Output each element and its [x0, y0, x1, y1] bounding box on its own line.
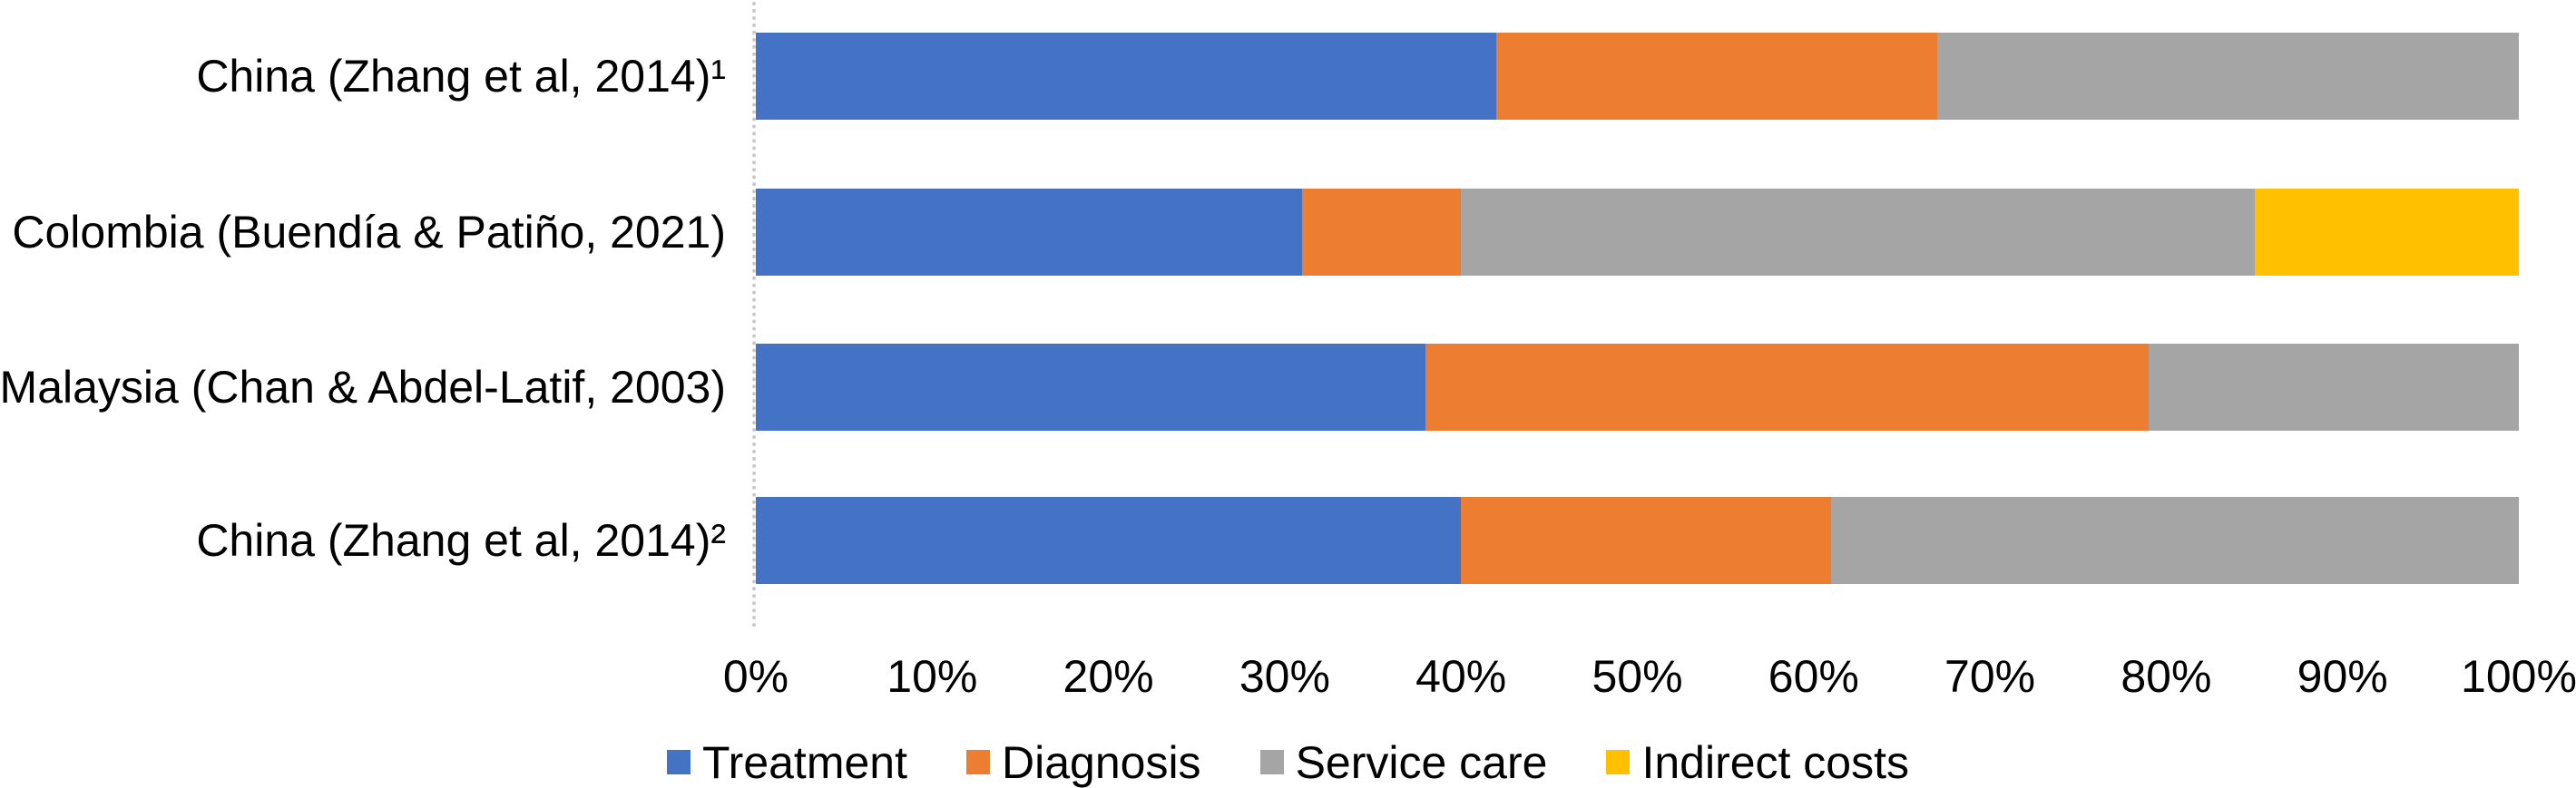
legend-item-diagnosis: Diagnosis [966, 740, 1201, 785]
legend-label-indirect-costs: Indirect costs [1641, 736, 1910, 788]
legend-label-service-care: Service care [1295, 736, 1548, 788]
x-tick-label-70pct: 70% [1944, 651, 2036, 702]
x-tick-label-10pct: 10% [886, 651, 978, 702]
diagnosis-swatch-icon [966, 750, 990, 774]
treatment-swatch-icon [666, 750, 691, 774]
service-care-swatch-icon [1259, 750, 1284, 774]
bar-segment-treatment-row3 [756, 344, 1426, 431]
x-tick-label-80pct: 80% [2121, 651, 2212, 702]
bar-segment-diagnosis-row4 [1461, 497, 1832, 584]
x-tick-label-90pct: 90% [2297, 651, 2388, 702]
category-label-1: China (Zhang et al, 2014)¹ [196, 51, 726, 102]
legend-item-indirect-costs: Indirect costs [1606, 740, 1909, 785]
category-label-4: China (Zhang et al, 2014)² [196, 515, 726, 566]
category-label-2: Colombia (Buendía & Patiño, 2021) [12, 207, 726, 258]
x-tick-label-60pct: 60% [1768, 651, 1859, 702]
bar-segment-indirect-costs-row2 [2254, 189, 2519, 276]
legend-label-diagnosis: Diagnosis [1002, 736, 1201, 788]
bar-segment-diagnosis-row3 [1425, 344, 2149, 431]
legend-item-treatment: Treatment [666, 736, 907, 788]
bar-segment-service-care-row1 [1936, 33, 2519, 120]
legend: Treatment Diagnosis Service care Indirect c… [0, 736, 2576, 788]
indirect-costs-swatch-icon [1606, 750, 1631, 774]
x-tick-label-0pct: 0% [722, 651, 789, 702]
bar-segment-treatment-row4 [756, 497, 1462, 584]
bar-segment-treatment-row2 [756, 189, 1303, 276]
bar-segment-treatment-row1 [756, 33, 1497, 120]
x-tick-label-30pct: 30% [1239, 651, 1330, 702]
bar-segment-diagnosis-row1 [1496, 33, 1937, 120]
bar-segment-service-care-row4 [1831, 497, 2519, 584]
bar-segment-service-care-row3 [2148, 344, 2519, 431]
bar-segment-diagnosis-row2 [1302, 189, 1462, 276]
x-tick-label-50pct: 50% [1592, 651, 1683, 702]
x-tick-label-40pct: 40% [1415, 651, 1507, 702]
category-axis-line [752, 2, 756, 627]
legend-label-treatment: Treatment [701, 736, 907, 788]
category-label-3: Malaysia (Chan & Abdel-Latif, 2003) [0, 362, 726, 413]
legend-item-service-care: Service care [1259, 736, 1548, 788]
x-tick-label-100pct: 100% [2461, 651, 2576, 702]
x-tick-label-20pct: 20% [1063, 651, 1154, 702]
bar-segment-service-care-row2 [1461, 189, 2255, 276]
